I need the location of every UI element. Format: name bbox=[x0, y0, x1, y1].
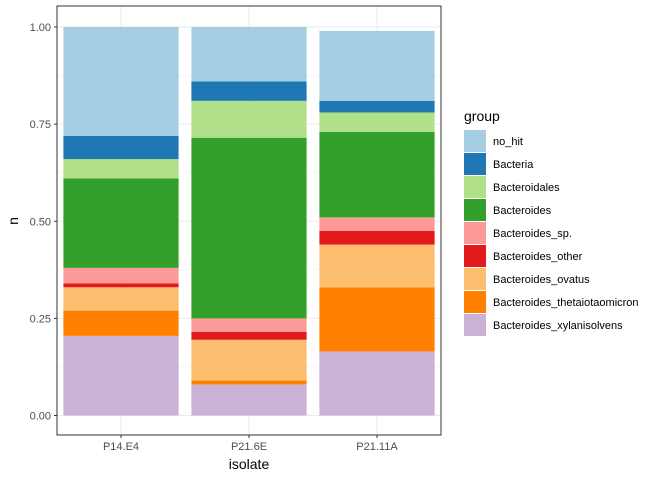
legend: no_hit Bacteria Bacteroidales Bacteroides Ba… bbox=[464, 130, 639, 336]
legend-label: Bacteroides_thetaiotaomicron bbox=[493, 297, 639, 309]
bars bbox=[63, 27, 435, 416]
legend-swatch bbox=[464, 291, 486, 313]
bar-segment bbox=[319, 112, 435, 132]
bar-segment bbox=[63, 135, 179, 160]
legend-title: group bbox=[464, 108, 500, 124]
legend-label: Bacteroides_xylanisolvens bbox=[493, 320, 623, 332]
bar-segment bbox=[191, 100, 307, 138]
bar-segment bbox=[319, 100, 435, 113]
bar-segment bbox=[63, 178, 179, 268]
x-tick-label: P14.E4 bbox=[103, 441, 139, 453]
legend-label: Bacteroides_sp. bbox=[493, 228, 572, 240]
legend-label: Bacteroides bbox=[493, 205, 552, 217]
bar-segment bbox=[319, 351, 435, 416]
x-tick-label: P21.11A bbox=[356, 441, 398, 453]
bar-segment bbox=[63, 283, 179, 288]
bar-segment bbox=[191, 380, 307, 385]
bar-segment bbox=[319, 230, 435, 245]
legend-label: Bacteria bbox=[493, 159, 534, 171]
y-tick-label: 0.50 bbox=[30, 216, 51, 228]
bar-segment bbox=[63, 310, 179, 336]
x-tick-label: P21.6E bbox=[231, 441, 267, 453]
bar-segment bbox=[63, 27, 179, 136]
y-tick-label: 0.75 bbox=[30, 119, 51, 131]
legend-label: Bacteroides_other bbox=[493, 251, 583, 263]
legend-label: no_hit bbox=[493, 136, 523, 148]
legend-swatch bbox=[464, 199, 486, 221]
bar-segment bbox=[63, 267, 179, 284]
legend-swatch bbox=[464, 153, 486, 175]
bar-segment bbox=[63, 335, 179, 416]
x-axis-title: isolate bbox=[229, 456, 270, 472]
bar-segment bbox=[191, 384, 307, 416]
y-tick-label: 0.25 bbox=[30, 313, 51, 325]
bar-segment bbox=[63, 159, 179, 179]
bar-segment bbox=[191, 318, 307, 332]
y-axis: 0.00 0.25 0.50 0.75 1.00 bbox=[30, 22, 57, 423]
bar-segment bbox=[319, 287, 435, 352]
legend-swatch bbox=[464, 130, 486, 152]
y-tick-label: 1.00 bbox=[30, 22, 51, 34]
bar-segment bbox=[191, 27, 307, 82]
bar-segment bbox=[191, 331, 307, 340]
legend-label: Bacteroidales bbox=[493, 182, 560, 194]
bar-segment bbox=[191, 81, 307, 101]
bar-segment bbox=[191, 137, 307, 319]
bar-segment bbox=[63, 287, 179, 311]
x-axis: P14.E4 P21.6E P21.11A bbox=[103, 435, 398, 453]
bar-segment bbox=[191, 339, 307, 381]
legend-swatch bbox=[464, 245, 486, 267]
bar-segment bbox=[319, 217, 435, 231]
y-tick-label: 0.00 bbox=[30, 411, 51, 423]
legend-swatch bbox=[464, 268, 486, 290]
y-axis-title: n bbox=[5, 217, 21, 225]
legend-swatch bbox=[464, 176, 486, 198]
bar-segment bbox=[319, 131, 435, 218]
legend-swatch bbox=[464, 314, 486, 336]
bar-segment bbox=[319, 30, 435, 101]
legend-label: Bacteroides_ovatus bbox=[493, 274, 590, 286]
bar-segment bbox=[319, 244, 435, 288]
legend-swatch bbox=[464, 222, 486, 244]
